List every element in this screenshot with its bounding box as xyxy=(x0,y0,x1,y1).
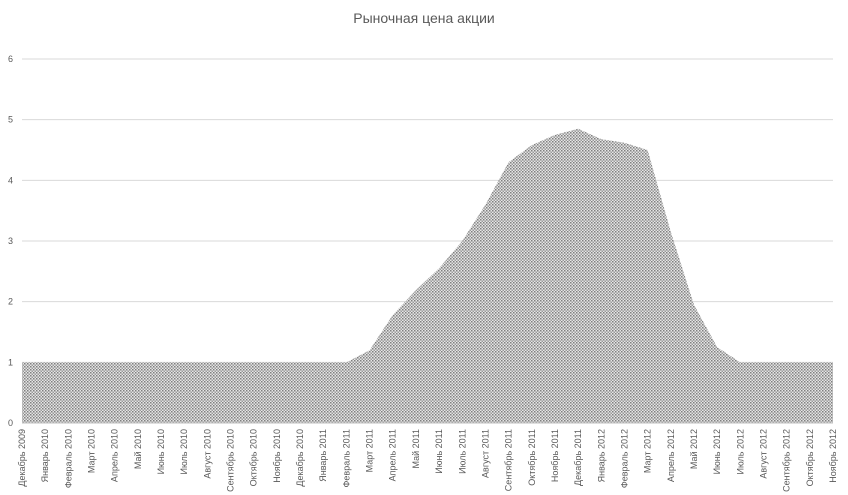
x-tick-label: Январь 2012 xyxy=(596,429,606,482)
x-tick-label: Февраль 2012 xyxy=(619,429,629,488)
x-tick-label: Август 2011 xyxy=(480,429,490,478)
x-tick-label: Июнь 2011 xyxy=(434,429,444,474)
x-tick-label: Ноябрь 2011 xyxy=(550,429,560,482)
x-tick-label: Август 2012 xyxy=(758,429,768,479)
x-tick-label: Июнь 2010 xyxy=(156,429,166,474)
chart-title: Рыночная цена акции xyxy=(353,10,495,26)
x-tick-label: Сентябрь 2010 xyxy=(226,429,236,492)
x-tick-label: Апрель 2011 xyxy=(388,429,398,481)
x-tick-label: Октябрь 2011 xyxy=(527,429,537,486)
x-tick-label: Февраль 2010 xyxy=(63,429,73,488)
x-tick-label: Май 2011 xyxy=(411,429,421,469)
y-tick-label: 1 xyxy=(8,357,13,367)
y-tick-label: 6 xyxy=(8,54,13,64)
x-tick-label: Апрель 2012 xyxy=(666,429,676,482)
x-tick-label: Октябрь 2012 xyxy=(805,429,815,486)
x-tick-label: Декабрь 2009 xyxy=(17,429,27,487)
x-tick-label: Февраль 2011 xyxy=(341,429,351,487)
x-tick-label: Январь 2011 xyxy=(318,429,328,482)
x-tick-label: Ноябрь 2012 xyxy=(828,429,838,483)
x-tick-label: Декабрь 2011 xyxy=(573,429,583,486)
x-tick-label: Июль 2011 xyxy=(457,429,467,474)
x-tick-label: Июль 2010 xyxy=(179,429,189,474)
y-tick-label: 5 xyxy=(8,115,13,125)
x-tick-label: Октябрь 2010 xyxy=(249,429,259,486)
x-tick-label: Декабрь 2010 xyxy=(295,429,305,487)
x-tick-label: Июль 2012 xyxy=(735,429,745,474)
x-tick-label: Апрель 2010 xyxy=(110,429,120,482)
x-tick-label: Сентябрь 2011 xyxy=(504,429,514,491)
x-tick-label: Ноябрь 2010 xyxy=(272,429,282,483)
x-tick-label: Март 2011 xyxy=(365,429,375,472)
x-tick-label: Январь 2010 xyxy=(40,429,50,482)
x-tick-label: Май 2012 xyxy=(689,429,699,469)
area xyxy=(22,128,833,423)
y-tick-label: 2 xyxy=(8,297,13,307)
x-tick-label: Сентябрь 2012 xyxy=(782,429,792,492)
x-tick-label: Август 2010 xyxy=(202,429,212,479)
y-tick-label: 3 xyxy=(8,236,13,246)
x-tick-label: Март 2012 xyxy=(643,429,653,473)
y-tick-label: 0 xyxy=(8,418,13,428)
x-tick-label: Март 2010 xyxy=(87,429,97,473)
x-tick-label: Май 2010 xyxy=(133,429,143,469)
x-tick-label: Июнь 2012 xyxy=(712,429,722,474)
y-tick-label: 4 xyxy=(8,175,13,185)
